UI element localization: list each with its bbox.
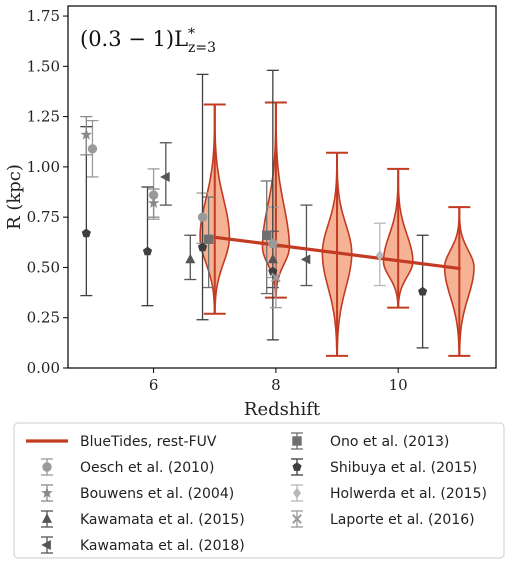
legend-marker-swatch (292, 462, 302, 471)
x-tick-label: 8 (271, 376, 281, 394)
marker-x-stroke (292, 514, 302, 524)
legend-entry: Oesch et al. (2010) (41, 458, 214, 476)
legend-marker-swatch (41, 513, 53, 523)
y-tick-label: 0.50 (27, 258, 60, 276)
legend-entry: Holwerda et al. (2015) (291, 484, 487, 502)
data-point (87, 144, 98, 154)
legend-label: BlueTides, rest-FUV (80, 434, 217, 450)
legend-marker-swatch (292, 436, 302, 446)
data-point (142, 246, 153, 256)
markers-group (80, 128, 428, 296)
y-tick-label: 0.25 (27, 309, 60, 327)
errorbars-group (80, 69, 429, 349)
marker-x-stroke (270, 272, 281, 283)
data-point (268, 238, 278, 249)
legend: BlueTides, rest-FUV Ono et al. (2013) Oesc… (13, 422, 505, 559)
plot-frame (67, 5, 497, 369)
violins-group (199, 101, 475, 357)
legend-marker-swatch (41, 539, 51, 551)
data-point (160, 171, 170, 182)
x-tick-label: 6 (149, 376, 159, 394)
legend-marker-swatch (292, 514, 302, 524)
data-point (262, 230, 272, 240)
x-tick-label: 10 (389, 376, 408, 394)
y-tick-label: 1.50 (27, 57, 60, 75)
data-point (147, 197, 160, 208)
legend-label: Kawamata et al. (2018) (80, 538, 245, 554)
data-point (197, 212, 208, 222)
data-point (267, 253, 278, 264)
data-point (418, 286, 428, 296)
data-point (375, 249, 384, 261)
data-point (300, 254, 311, 265)
data-point (270, 272, 281, 283)
data-point (80, 128, 93, 140)
legend-entry: Shibuya et al. (2015) (291, 458, 477, 476)
trendline-group (213, 235, 461, 271)
legend-entry: Laporte et al. (2016) (291, 510, 475, 528)
legend-marker-swatch (42, 462, 52, 472)
data-point (81, 228, 91, 238)
legend-label: Oesch et al. (2010) (80, 460, 214, 476)
legend-marker-swatch (41, 486, 53, 498)
x-axis-label: Redshift (244, 399, 321, 420)
y-tick-label: 1.25 (27, 108, 60, 126)
y-axis-label: R (kpc) (4, 164, 25, 230)
legend-box (13, 422, 505, 559)
bluetides-trend-line (213, 235, 461, 271)
panel-label: (0.3 − 1)L* z=3 (80, 26, 216, 56)
data-point (185, 253, 196, 264)
legend-label: Bouwens et al. (2004) (80, 486, 234, 502)
legend-label: Shibuya et al. (2015) (330, 460, 477, 476)
y-tick-label: 1.00 (27, 158, 60, 176)
legend-label: Holwerda et al. (2015) (330, 486, 487, 502)
data-point (203, 234, 214, 244)
legend-label: Laporte et al. (2016) (330, 512, 475, 528)
axis-ticks: 6 8 10 0.00 0.25 0.50 0.75 1.00 1.25 1.50 1.75 (27, 7, 408, 394)
legend-entry: Kawamata et al. (2015) (41, 510, 245, 528)
legend-label: Kawamata et al. (2015) (80, 512, 245, 528)
y-tick-label: 0.75 (27, 208, 60, 226)
y-tick-label: 0.00 (27, 359, 60, 377)
legend-entry: Ono et al. (2013) (291, 432, 449, 450)
legend-marker-swatch (293, 487, 301, 499)
legend-entry: Bouwens et al. (2004) (41, 484, 234, 502)
legend-entry: Kawamata et al. (2018) (41, 536, 245, 554)
data-point (197, 242, 208, 252)
y-tick-label: 1.75 (27, 7, 60, 25)
legend-entry: BlueTides, rest-FUV (26, 434, 217, 450)
legend-label: Ono et al. (2013) (330, 434, 449, 450)
